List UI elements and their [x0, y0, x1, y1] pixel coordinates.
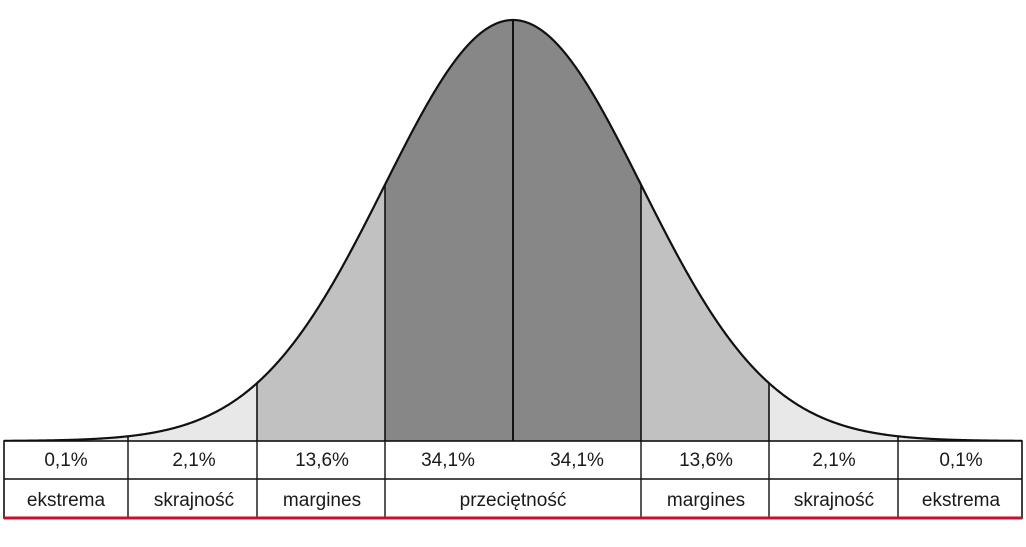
category-label: skrajność — [154, 490, 234, 511]
category-row: ekstrema skrajność margines przeciętność… — [27, 490, 1001, 511]
category-label: margines — [283, 490, 361, 511]
percent-label: 2,1% — [812, 450, 855, 471]
bell-curve-outline — [3, 18, 1023, 442]
category-label: skrajność — [794, 490, 874, 511]
category-label: margines — [667, 490, 745, 511]
region-center-right — [513, 20, 641, 441]
percentage-row: 0,1% 2,1% 13,6% 34,1% 34,1% 13,6% 2,1% 0… — [44, 450, 982, 471]
percent-label: 34,1% — [550, 450, 604, 471]
label-table — [3, 440, 1023, 520]
region-tail-left — [128, 383, 257, 441]
percent-label: 34,1% — [421, 450, 475, 471]
curve-layer — [3, 18, 1023, 465]
percent-label: 2,1% — [172, 450, 215, 471]
category-label: ekstrema — [27, 490, 106, 511]
region-center-left — [385, 20, 513, 441]
percent-label: 0,1% — [939, 450, 982, 471]
region-tail-right — [769, 383, 898, 441]
percent-label: 13,6% — [295, 450, 349, 471]
percent-label: 0,1% — [44, 450, 87, 471]
category-label: ekstrema — [922, 490, 1001, 511]
category-label: przeciętność — [460, 490, 567, 511]
percent-label: 13,6% — [679, 450, 733, 471]
